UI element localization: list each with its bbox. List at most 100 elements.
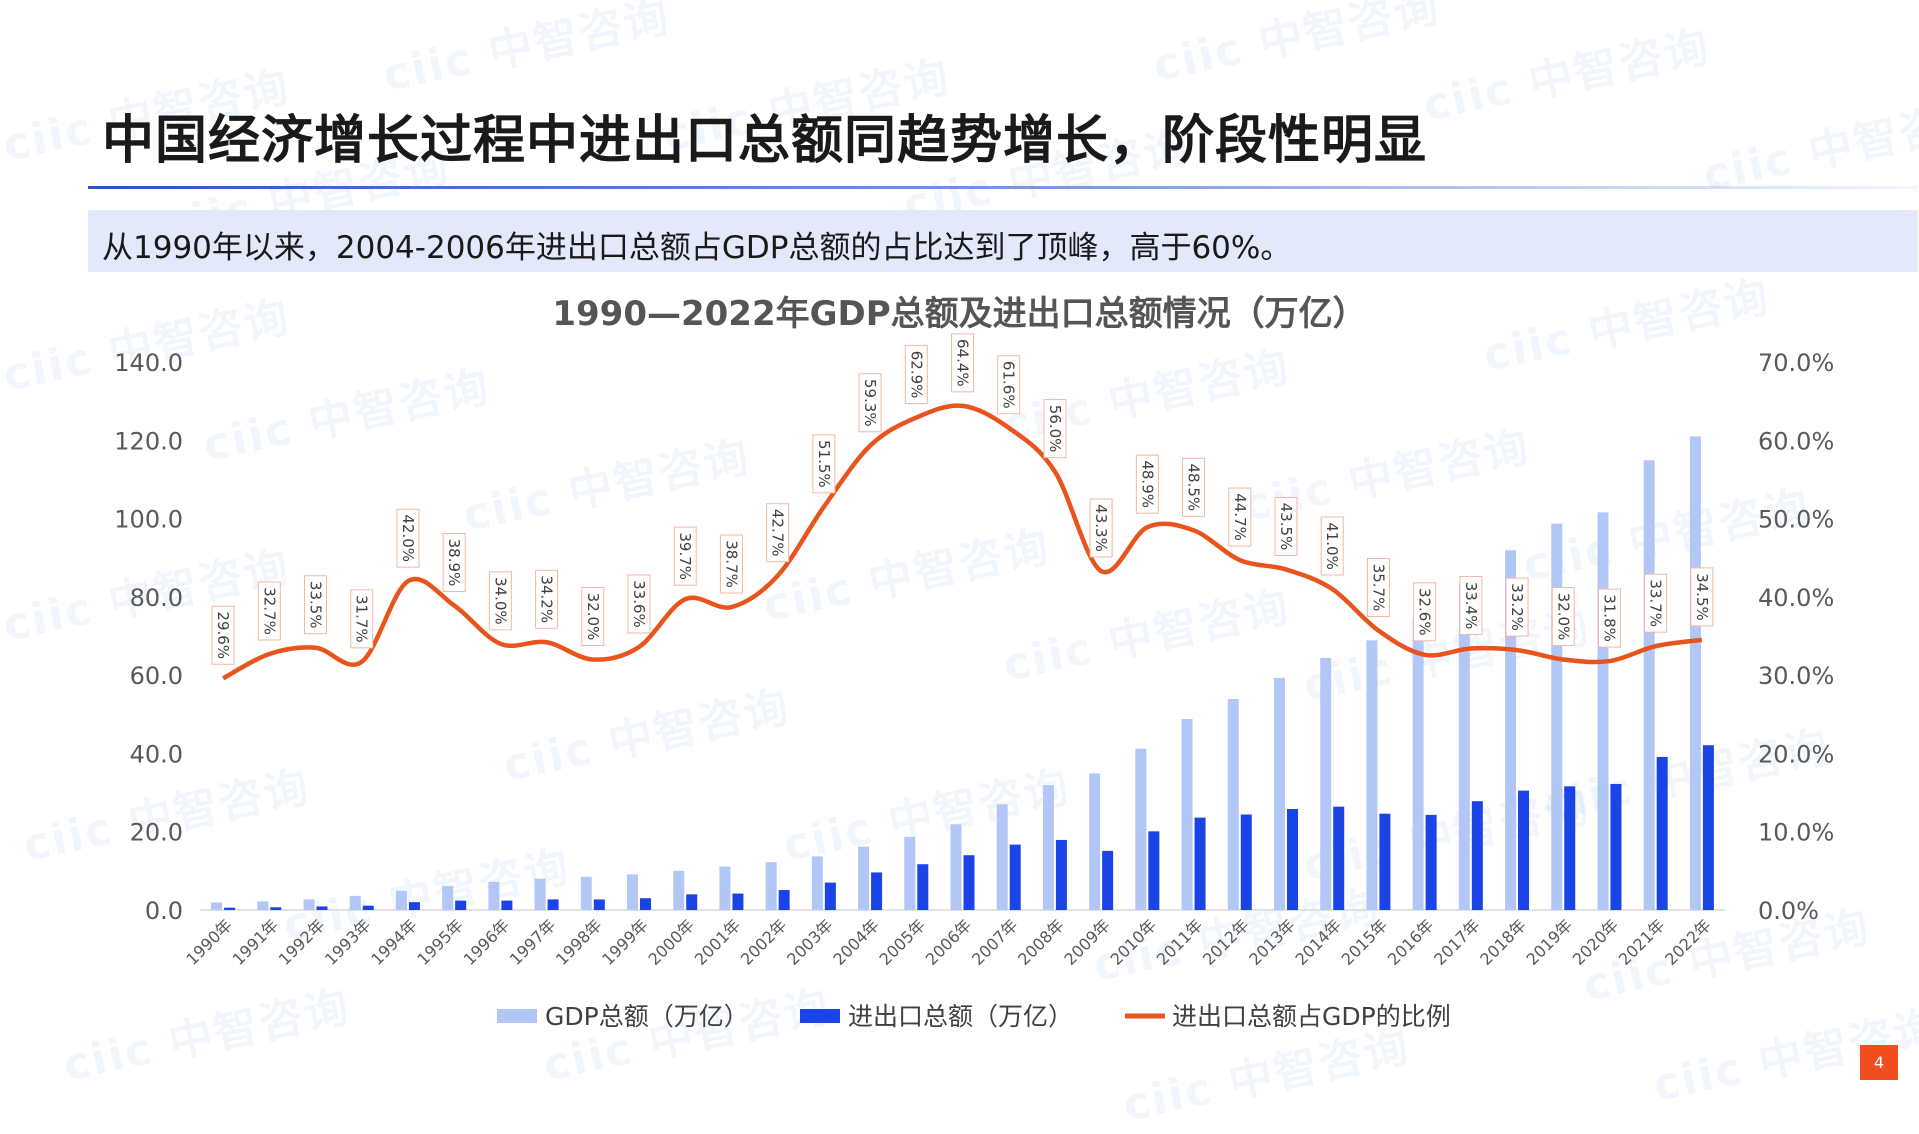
trade-bar: [224, 907, 236, 910]
ratio-data-label: 64.4%: [954, 339, 972, 387]
combo-chart: 0.0 20.0 40.0 60.0 80.0 100.0 120.0 140.0 0.0% 10…: [114, 333, 1834, 1031]
ratio-data-label-box: [1182, 457, 1206, 517]
ratio-data-label-box: [951, 333, 974, 393]
ratio-data-label-box: [304, 575, 328, 635]
gdp-bar: [1551, 523, 1563, 910]
ratio-line: [222, 403, 1703, 681]
x-tick-label: 2020年: [1569, 915, 1623, 969]
gdp-bar: [627, 874, 639, 910]
ratio-data-label-box: [904, 345, 928, 405]
trade-bar: [362, 905, 374, 910]
trade-bar: [1702, 745, 1714, 910]
x-tick-label: 2018年: [1476, 915, 1530, 969]
trade-bar: [455, 900, 467, 910]
ratio-data-label: 34.2%: [538, 575, 556, 623]
gdp-bar: [303, 899, 315, 910]
y-left-tick-label: 20.0: [130, 819, 183, 847]
x-tick-label: 2008年: [1014, 915, 1068, 969]
y-left-tick-label: 120.0: [114, 427, 183, 455]
ratio-data-label: 48.9%: [1138, 460, 1156, 508]
trade-bar: [686, 894, 698, 910]
ratio-data-label-box: [1690, 567, 1714, 627]
ratio-data-label: 33.6%: [630, 580, 648, 628]
x-tick-label: 2004年: [829, 915, 883, 969]
gdp-bar: [1227, 699, 1239, 910]
x-tick-label: 2021年: [1615, 915, 1669, 969]
gdp-bar: [765, 862, 777, 910]
ratio-data-label-box: [1459, 576, 1483, 636]
ratio-data-label: 39.7%: [676, 532, 694, 580]
ratio-data-label: 44.7%: [1231, 493, 1249, 541]
x-tick-label: 2014年: [1291, 915, 1345, 969]
legend-trade-label: 进出口总额（万亿）: [848, 1002, 1073, 1031]
x-tick-label: 1994年: [367, 915, 421, 969]
x-tick-label: 2012年: [1199, 915, 1253, 969]
slide-title: 中国经济增长过程中进出口总额同趋势增长，阶段性明显: [102, 111, 1428, 171]
trade-bar: [1148, 831, 1160, 910]
trade-bar: [1194, 817, 1206, 910]
x-tick-label: 1999年: [598, 915, 652, 969]
gdp-bar: [488, 881, 500, 910]
x-tick-label: 1991年: [229, 915, 283, 969]
ratio-data-label-box: [1644, 573, 1668, 633]
gdp-bar: [904, 836, 916, 910]
ratio-data-label: 41.0%: [1323, 522, 1341, 570]
legend-ratio-label: 进出口总额占GDP的比例: [1172, 1002, 1451, 1031]
trade-bar: [547, 899, 559, 910]
ratio-data-label-box: [396, 508, 420, 568]
ratio-data-label-box: [581, 586, 605, 646]
x-tick-label: 2006年: [922, 915, 976, 969]
ratio-data-label: 38.9%: [445, 539, 463, 587]
trade-bar: [1471, 801, 1483, 910]
ratio-data-label-box: [858, 373, 882, 433]
gdp-bar: [1320, 657, 1332, 910]
ratio-data-label-box: [257, 581, 281, 641]
y-left-tick-label: 40.0: [130, 740, 183, 768]
ratio-data-label-box: [719, 534, 743, 594]
gdp-bar: [719, 866, 731, 910]
ratio-data-label-box: [1043, 399, 1067, 459]
ratio-data-label: 33.7%: [1647, 579, 1665, 627]
trade-bar: [1333, 806, 1345, 910]
x-tick-label: 2013年: [1245, 915, 1299, 969]
ratio-data-label-box: [1274, 496, 1298, 556]
y-right-tick-label: 10.0%: [1758, 819, 1834, 847]
x-tick-label: 1998年: [552, 915, 606, 969]
ratio-data-label: 48.5%: [1185, 463, 1203, 511]
ratio-data-label: 33.4%: [1462, 582, 1480, 630]
x-tick-label: 2007年: [968, 915, 1022, 969]
ratio-data-label-box: [1135, 454, 1159, 514]
y-right-tick-label: 70.0%: [1758, 349, 1834, 377]
gdp-bar: [1505, 550, 1517, 910]
x-tick-label: 2011年: [1153, 915, 1207, 969]
ratio-data-label-box: [1320, 516, 1344, 576]
trade-bar: [732, 893, 744, 910]
gdp-bar: [349, 895, 361, 910]
y-left-tick-label: 80.0: [130, 584, 183, 612]
gdp-bar: [858, 846, 870, 910]
ratio-data-label-box: [673, 526, 697, 586]
ratio-data-label-box: [488, 571, 512, 631]
trade-bar: [871, 872, 883, 910]
trade-bar: [1009, 844, 1021, 910]
ratio-data-label-box: [1597, 588, 1621, 648]
ratio-data-label: 31.7%: [353, 595, 371, 643]
x-tick-label: 2019年: [1523, 915, 1577, 969]
ratio-data-label-box: [442, 532, 466, 592]
gdp-bar: [1643, 460, 1655, 910]
x-tick-label: 2022年: [1661, 915, 1715, 969]
ratio-data-label-box: [211, 605, 235, 665]
y-right-tick-label: 0.0%: [1758, 897, 1819, 925]
x-tick-label: 2003年: [783, 915, 837, 969]
y-left-tick-label: 0.0: [145, 897, 183, 925]
trade-bar: [1379, 813, 1391, 910]
gdp-bar: [257, 901, 269, 910]
title-divider: [88, 186, 1918, 189]
gdp-bar: [1042, 785, 1054, 910]
gdp-bar: [395, 890, 407, 910]
ratio-data-label-box: [1413, 582, 1437, 642]
ratio-data-label: 32.6%: [1416, 588, 1434, 636]
ratio-data-label-box: [1505, 577, 1529, 637]
gdp-bar: [211, 902, 223, 910]
x-tick-label: 2009年: [1060, 915, 1114, 969]
